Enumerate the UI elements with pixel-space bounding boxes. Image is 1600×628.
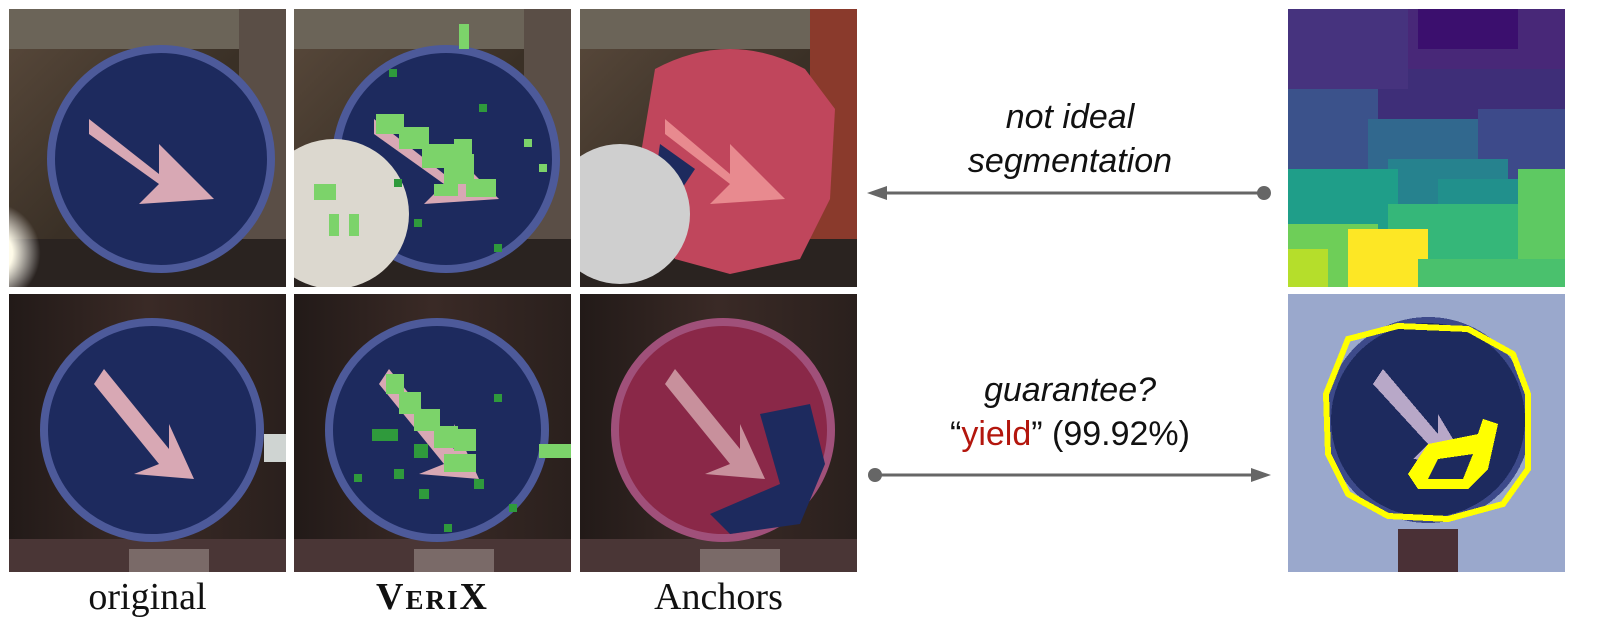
image-verix-bottom: [294, 294, 571, 572]
close-quote: ”: [1031, 415, 1043, 453]
image-anchors-top: [580, 9, 857, 287]
image-verix-top: [294, 9, 571, 287]
label-verix: VeriX: [376, 576, 489, 618]
image-original-top: [9, 9, 286, 287]
image-original-bottom: [9, 294, 286, 572]
image-segmentation-map: [1288, 9, 1565, 287]
annotation-segmentation: not ideal segmentation: [920, 95, 1220, 183]
image-anchors-bottom: [580, 294, 857, 572]
right-arrow-with-dot-icon: [868, 468, 1271, 482]
annotation-line-1: not ideal: [1005, 98, 1135, 136]
left-arrow-with-dot-icon: [867, 186, 1271, 200]
open-quote: “: [949, 415, 962, 453]
annotation-question: guarantee?: [983, 371, 1157, 409]
label-original: original: [88, 576, 207, 618]
predicted-class: yield: [961, 415, 1032, 453]
confidence-value: (99.92%): [1052, 415, 1190, 453]
annotation-line-2: segmentation: [967, 142, 1173, 180]
image-highlighted-sign: [1288, 294, 1565, 572]
annotation-guarantee: guarantee? “yield” (99.92%): [880, 368, 1260, 456]
label-anchors: Anchors: [654, 576, 783, 618]
annotation-prediction: “yield” (99.92%): [880, 412, 1260, 456]
